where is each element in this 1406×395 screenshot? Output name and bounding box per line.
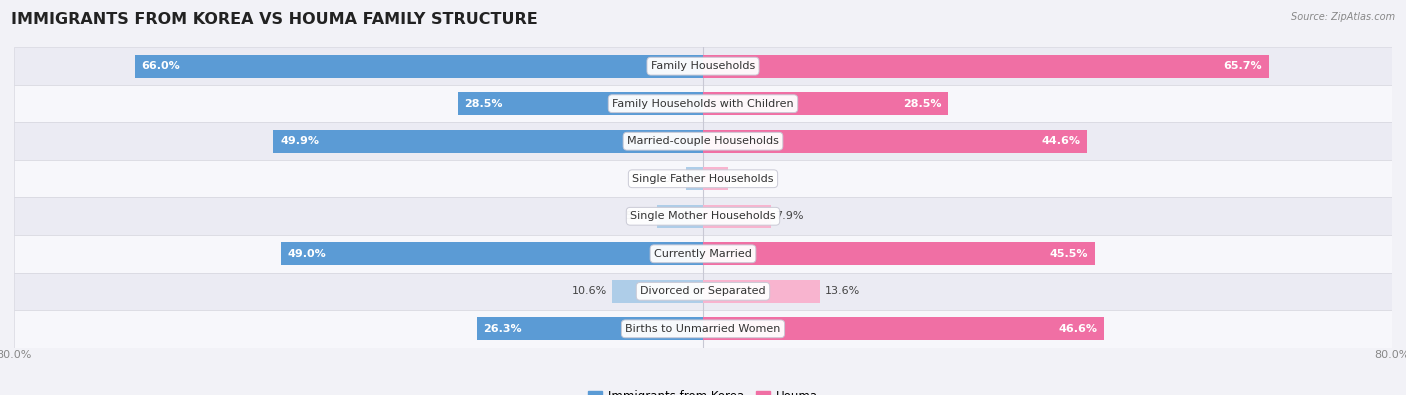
Text: Source: ZipAtlas.com: Source: ZipAtlas.com — [1291, 12, 1395, 22]
Text: 10.6%: 10.6% — [572, 286, 607, 296]
Text: Currently Married: Currently Married — [654, 249, 752, 259]
Text: 7.9%: 7.9% — [775, 211, 804, 221]
Bar — [612, 280, 703, 303]
Text: 49.0%: 49.0% — [288, 249, 326, 259]
Text: 2.9%: 2.9% — [733, 174, 761, 184]
Text: 2.0%: 2.0% — [654, 174, 682, 184]
Text: 13.6%: 13.6% — [824, 286, 859, 296]
Bar — [14, 122, 1392, 160]
Text: IMMIGRANTS FROM KOREA VS HOUMA FAMILY STRUCTURE: IMMIGRANTS FROM KOREA VS HOUMA FAMILY ST… — [11, 12, 538, 27]
Bar — [658, 205, 703, 228]
Bar — [281, 242, 703, 265]
Bar — [703, 280, 820, 303]
Bar — [703, 92, 949, 115]
Bar — [14, 160, 1392, 198]
Text: 45.5%: 45.5% — [1049, 249, 1088, 259]
Bar — [14, 47, 1392, 85]
Text: Family Households with Children: Family Households with Children — [612, 99, 794, 109]
Text: 5.3%: 5.3% — [624, 211, 652, 221]
Bar — [14, 85, 1392, 122]
Bar — [703, 242, 1095, 265]
Bar — [14, 273, 1392, 310]
Bar — [135, 55, 703, 78]
Text: 26.3%: 26.3% — [484, 324, 522, 334]
Text: 46.6%: 46.6% — [1059, 324, 1098, 334]
Bar — [703, 130, 1087, 153]
Text: Married-couple Households: Married-couple Households — [627, 136, 779, 146]
Bar — [14, 198, 1392, 235]
Bar — [703, 205, 770, 228]
Text: 66.0%: 66.0% — [142, 61, 180, 71]
Legend: Immigrants from Korea, Houma: Immigrants from Korea, Houma — [583, 385, 823, 395]
Bar — [14, 310, 1392, 348]
Bar — [703, 55, 1268, 78]
Text: Divorced or Separated: Divorced or Separated — [640, 286, 766, 296]
Bar — [477, 317, 703, 340]
Text: 28.5%: 28.5% — [464, 99, 503, 109]
Bar — [457, 92, 703, 115]
Text: 44.6%: 44.6% — [1042, 136, 1080, 146]
Text: Single Mother Households: Single Mother Households — [630, 211, 776, 221]
Bar — [14, 235, 1392, 273]
Text: Family Households: Family Households — [651, 61, 755, 71]
Bar — [703, 317, 1104, 340]
Text: 65.7%: 65.7% — [1223, 61, 1263, 71]
Text: Single Father Households: Single Father Households — [633, 174, 773, 184]
Text: 28.5%: 28.5% — [903, 99, 942, 109]
Bar — [273, 130, 703, 153]
Bar — [686, 167, 703, 190]
Text: 49.9%: 49.9% — [280, 136, 319, 146]
Text: Births to Unmarried Women: Births to Unmarried Women — [626, 324, 780, 334]
Bar — [703, 167, 728, 190]
